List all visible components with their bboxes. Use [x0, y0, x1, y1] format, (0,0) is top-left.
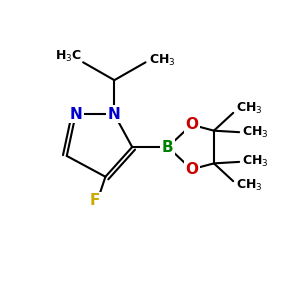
Text: H$_3$C: H$_3$C: [55, 49, 82, 64]
Text: F: F: [90, 193, 100, 208]
Text: N: N: [108, 107, 121, 122]
Text: CH$_3$: CH$_3$: [242, 154, 269, 170]
Text: B: B: [162, 140, 174, 154]
Text: O: O: [185, 162, 198, 177]
Text: CH$_3$: CH$_3$: [148, 53, 175, 68]
Text: CH$_3$: CH$_3$: [236, 178, 263, 193]
Text: O: O: [185, 117, 198, 132]
Text: N: N: [69, 107, 82, 122]
Text: CH$_3$: CH$_3$: [236, 101, 263, 116]
Text: CH$_3$: CH$_3$: [242, 124, 269, 140]
